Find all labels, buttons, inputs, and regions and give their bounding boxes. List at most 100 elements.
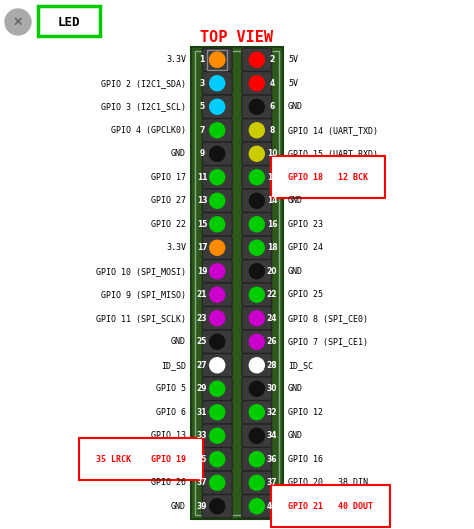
FancyBboxPatch shape [202,95,232,118]
Text: 4: 4 [269,79,274,88]
Text: GPIO 13: GPIO 13 [151,431,186,440]
Text: 3.3V: 3.3V [166,55,186,64]
FancyBboxPatch shape [242,189,272,212]
FancyBboxPatch shape [242,307,272,330]
Text: GND: GND [288,196,303,205]
Text: 32: 32 [267,408,277,417]
Text: GPIO 26: GPIO 26 [151,478,186,487]
Circle shape [249,428,264,443]
FancyBboxPatch shape [242,260,272,283]
FancyBboxPatch shape [242,377,272,400]
Text: 22: 22 [267,290,277,299]
Text: 17: 17 [197,243,207,252]
Text: 5: 5 [200,102,205,111]
Text: GPIO 27: GPIO 27 [151,196,186,205]
Text: GND: GND [288,384,303,393]
Text: 29: 29 [197,384,207,393]
Circle shape [210,428,225,443]
Text: GPIO 16: GPIO 16 [288,455,323,464]
Circle shape [210,311,225,326]
Text: 35 LRCK    GPIO 19: 35 LRCK GPIO 19 [96,455,186,464]
FancyBboxPatch shape [38,6,100,36]
Text: 24: 24 [267,314,277,323]
FancyBboxPatch shape [202,377,232,400]
Circle shape [249,170,264,185]
FancyBboxPatch shape [242,95,272,118]
Circle shape [249,123,264,138]
Circle shape [210,264,225,279]
FancyBboxPatch shape [202,48,232,71]
Text: 7: 7 [199,126,205,135]
Circle shape [210,146,225,161]
Circle shape [249,452,264,467]
FancyBboxPatch shape [191,47,283,519]
Text: ID_SD: ID_SD [161,361,186,370]
Text: 39: 39 [197,501,207,511]
Text: 15: 15 [197,220,207,229]
FancyBboxPatch shape [242,236,272,259]
Text: GPIO 18   12 BCK: GPIO 18 12 BCK [288,173,368,182]
FancyBboxPatch shape [202,71,232,95]
Text: 37: 37 [197,478,207,487]
FancyBboxPatch shape [202,448,232,471]
Text: 9: 9 [200,149,205,158]
Circle shape [210,170,225,185]
Circle shape [249,193,264,208]
Text: LED: LED [58,16,80,30]
FancyBboxPatch shape [242,283,272,306]
Circle shape [249,475,264,490]
FancyBboxPatch shape [242,118,272,142]
Text: GPIO 24: GPIO 24 [288,243,323,252]
Text: 36: 36 [267,455,277,464]
FancyBboxPatch shape [242,353,272,377]
Circle shape [249,217,264,232]
FancyBboxPatch shape [195,51,279,515]
Text: TOP VIEW: TOP VIEW [201,31,273,45]
Text: GND: GND [288,102,303,111]
FancyBboxPatch shape [202,189,232,212]
Text: GPIO 25: GPIO 25 [288,290,323,299]
FancyBboxPatch shape [202,400,232,424]
Circle shape [249,99,264,114]
Text: GPIO 21   40 DOUT: GPIO 21 40 DOUT [288,501,373,511]
FancyBboxPatch shape [202,283,232,306]
Circle shape [210,475,225,490]
Text: GND: GND [171,338,186,346]
Circle shape [249,499,264,514]
FancyBboxPatch shape [202,330,232,353]
Circle shape [210,76,225,91]
Text: GPIO 20   38 DIN: GPIO 20 38 DIN [288,478,368,487]
Circle shape [210,287,225,302]
Text: 10: 10 [267,149,277,158]
Text: 14: 14 [267,196,277,205]
Circle shape [210,52,225,67]
FancyBboxPatch shape [242,166,272,189]
Text: GPIO 6: GPIO 6 [156,408,186,417]
Circle shape [249,52,264,67]
Text: 19: 19 [197,267,207,276]
Text: 1: 1 [200,55,205,64]
Text: 20: 20 [267,267,277,276]
Circle shape [210,52,225,67]
Text: GND: GND [288,431,303,440]
FancyBboxPatch shape [202,236,232,259]
Circle shape [210,123,225,138]
Text: 5V: 5V [288,79,298,88]
Text: GND: GND [288,267,303,276]
Text: GPIO 4 (GPCLK0): GPIO 4 (GPCLK0) [111,126,186,135]
Text: ✕: ✕ [13,15,23,29]
Text: 30: 30 [267,384,277,393]
Text: GPIO 9 (SPI_MISO): GPIO 9 (SPI_MISO) [101,290,186,299]
FancyBboxPatch shape [242,213,272,236]
Text: GND: GND [171,501,186,511]
Text: 23: 23 [197,314,207,323]
FancyBboxPatch shape [242,330,272,353]
Text: 28: 28 [267,361,277,370]
Circle shape [5,9,31,35]
FancyBboxPatch shape [202,260,232,283]
Circle shape [249,240,264,256]
Text: 26: 26 [267,338,277,346]
FancyBboxPatch shape [202,424,232,448]
Text: 5V: 5V [288,55,298,64]
Text: 8: 8 [269,126,275,135]
